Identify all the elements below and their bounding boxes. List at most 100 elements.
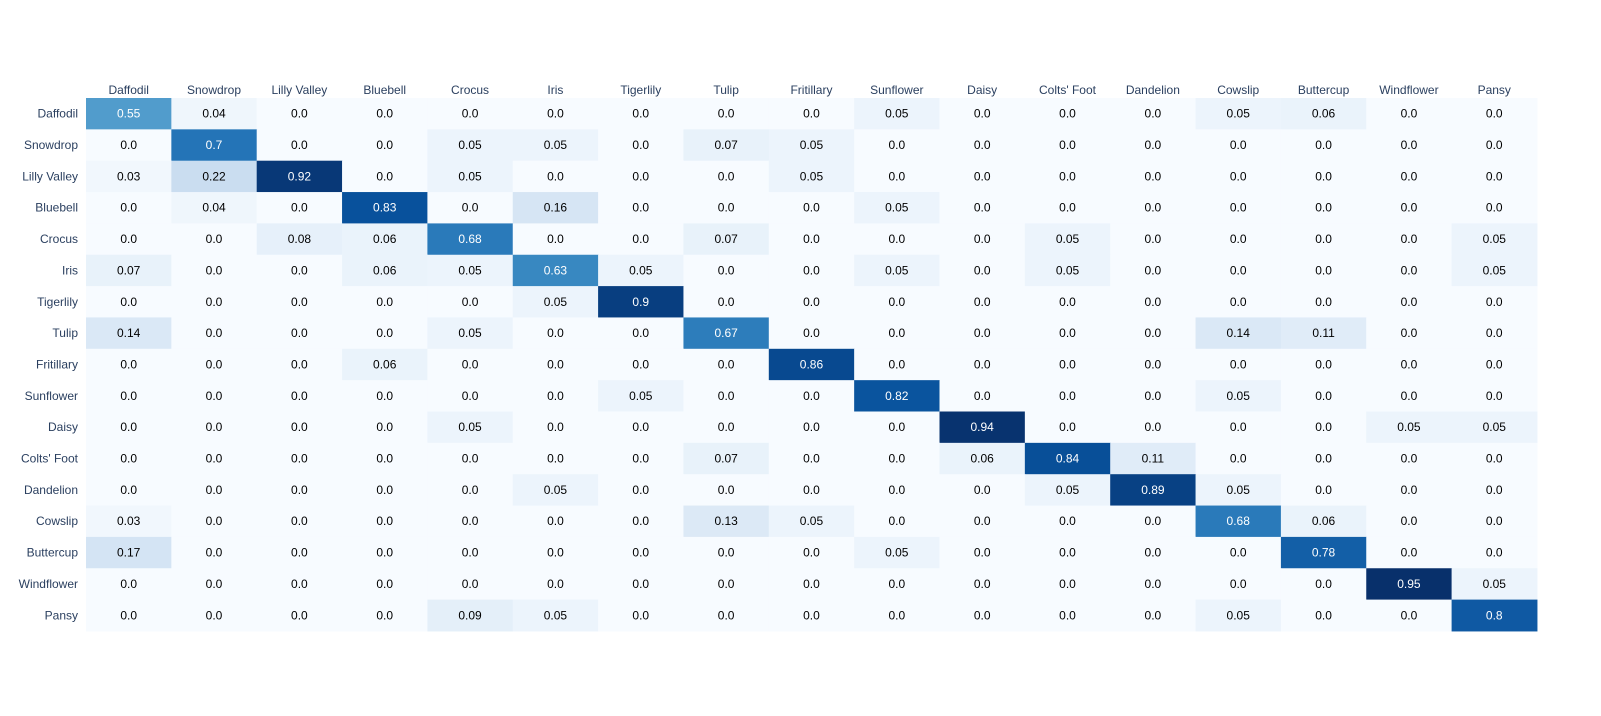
heatmap-cell-value: 0.0 (1315, 420, 1332, 434)
heatmap-cell-value: 0.0 (206, 232, 223, 246)
heatmap-cell (427, 129, 514, 162)
heatmap-cell (256, 223, 343, 256)
x-tick-label: Windflower (1379, 83, 1438, 97)
heatmap-cell (598, 568, 684, 601)
heatmap-cell (342, 505, 428, 538)
heatmap-cell-value: 0.0 (1315, 201, 1332, 215)
heatmap-cell (768, 568, 855, 601)
heatmap-cell-value: 0.0 (888, 577, 905, 591)
x-tick-label: Colts' Foot (1039, 83, 1097, 97)
heatmap-cell-value: 0.0 (888, 514, 905, 528)
heatmap-cell-value: 0.0 (120, 577, 137, 591)
heatmap-cell-value: 0.0 (1401, 107, 1418, 121)
heatmap-cell-value: 0.0 (718, 577, 735, 591)
heatmap-cell-value: 0.0 (974, 232, 991, 246)
heatmap-cell-value: 0.0 (632, 201, 649, 215)
heatmap-cell (1451, 380, 1538, 412)
heatmap-cell (342, 348, 428, 381)
heatmap-cell-value: 0.0 (376, 546, 393, 560)
heatmap-cell (1110, 129, 1197, 162)
heatmap-cell-value: 0.0 (974, 514, 991, 528)
heatmap-cell (854, 129, 940, 162)
heatmap-cell (683, 160, 770, 193)
heatmap-cell-value: 0.84 (1056, 452, 1080, 466)
heatmap-cell-value: 0.0 (1230, 232, 1247, 246)
heatmap-cell (854, 317, 940, 350)
x-tick-label: Daisy (967, 83, 997, 97)
heatmap-cell (1195, 254, 1282, 287)
x-tick-label: Snowdrop (187, 83, 241, 97)
heatmap-cell-value: 0.05 (544, 138, 568, 152)
heatmap-cell-value: 0.0 (1486, 452, 1503, 466)
heatmap-cell (854, 254, 940, 287)
heatmap-cell (1366, 411, 1453, 444)
heatmap-cell-value: 0.0 (803, 107, 820, 121)
heatmap-cell-value: 0.0 (632, 107, 649, 121)
heatmap-cell (939, 160, 1026, 193)
heatmap-cell (768, 160, 855, 193)
heatmap-cell-value: 0.0 (462, 546, 479, 560)
y-tick-label: Cowslip (36, 514, 78, 528)
heatmap-cell (1451, 536, 1538, 569)
heatmap-cell-value: 0.0 (547, 546, 564, 560)
heatmap-cell (939, 568, 1026, 601)
heatmap-cell (768, 380, 855, 412)
heatmap-cell-value: 0.0 (291, 357, 308, 371)
heatmap-cell-value: 0.07 (714, 452, 738, 466)
heatmap-cell (768, 599, 855, 632)
x-tick-label: Tulip (713, 83, 739, 97)
heatmap-cell (427, 474, 514, 507)
heatmap-cell-value: 0.06 (373, 232, 397, 246)
x-tick-label: Crocus (451, 83, 489, 97)
heatmap-cell-value: 0.06 (1312, 514, 1336, 528)
heatmap-cell-value: 0.04 (202, 107, 226, 121)
heatmap-cell-value: 0.0 (462, 107, 479, 121)
x-tick-label: Lilly Valley (271, 83, 327, 97)
heatmap-cell-value: 0.0 (1486, 389, 1503, 403)
heatmap-cell-value: 0.0 (206, 389, 223, 403)
heatmap-cell (86, 223, 172, 256)
heatmap-cell-value: 0.0 (291, 201, 308, 215)
heatmap-cell-value: 0.0 (1315, 389, 1332, 403)
heatmap-cell (768, 254, 855, 287)
heatmap-cell-value: 0.0 (1315, 169, 1332, 183)
heatmap-cell (939, 348, 1026, 381)
heatmap-cell-value: 0.0 (376, 326, 393, 340)
heatmap-cell (1280, 223, 1367, 256)
heatmap-cell (86, 317, 172, 350)
heatmap-cell-value: 0.95 (1397, 577, 1421, 591)
heatmap-cell-value: 0.0 (974, 263, 991, 277)
heatmap-cell-value: 0.0 (376, 608, 393, 622)
heatmap-cell-value: 0.0 (1230, 295, 1247, 309)
heatmap-cell-value: 0.0 (974, 326, 991, 340)
heatmap-cell-value: 0.0 (1059, 577, 1076, 591)
heatmap-cell (683, 411, 770, 444)
heatmap-cell (1451, 568, 1538, 601)
heatmap-cell (1366, 505, 1453, 538)
heatmap-cell (171, 160, 258, 193)
heatmap-cell-value: 0.08 (288, 232, 312, 246)
heatmap-cell (342, 411, 428, 444)
heatmap-cell-value: 0.7 (206, 138, 223, 152)
heatmap-cell-value: 0.0 (888, 608, 905, 622)
y-tick-label: Daisy (48, 420, 78, 434)
heatmap-cell (1195, 223, 1282, 256)
heatmap-cell (1366, 254, 1453, 287)
heatmap-cell-value: 0.05 (629, 263, 653, 277)
heatmap-cell (683, 380, 770, 412)
heatmap-cell (427, 380, 514, 412)
heatmap-cell (342, 129, 428, 162)
heatmap-cell (1366, 380, 1453, 412)
heatmap-cell-value: 0.0 (291, 107, 308, 121)
x-tick-label: Bluebell (363, 83, 406, 97)
heatmap-cell (512, 160, 599, 193)
heatmap-cell-value: 0.0 (1401, 546, 1418, 560)
heatmap-cell-value: 0.0 (291, 326, 308, 340)
heatmap-cell-value: 0.0 (632, 357, 649, 371)
heatmap-cell-value: 0.0 (1486, 107, 1503, 121)
heatmap-cell (598, 505, 684, 538)
heatmap-cell (1024, 599, 1111, 632)
heatmap-cell-value: 0.0 (1145, 514, 1162, 528)
heatmap-cell-value: 0.0 (547, 577, 564, 591)
